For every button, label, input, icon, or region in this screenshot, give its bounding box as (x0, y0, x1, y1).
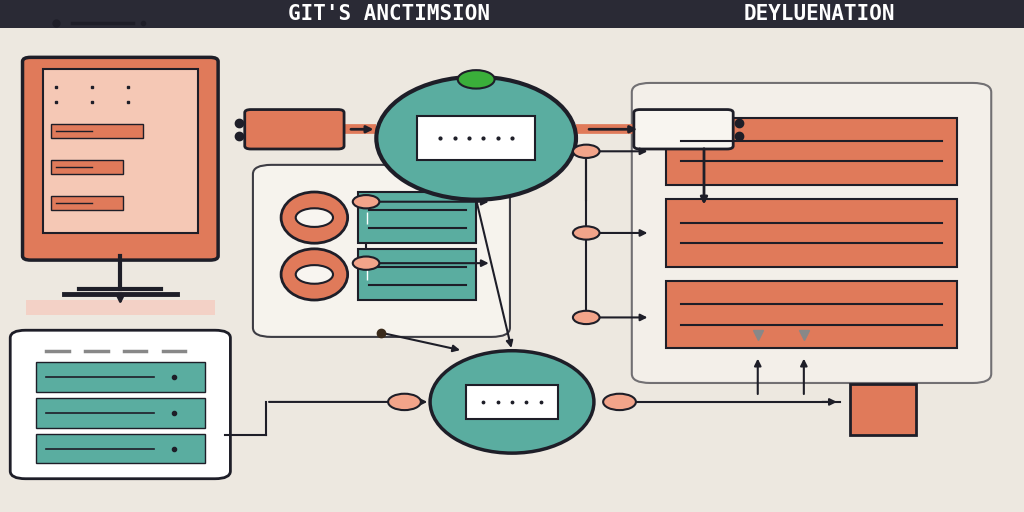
FancyBboxPatch shape (466, 385, 558, 419)
FancyBboxPatch shape (51, 124, 143, 138)
FancyBboxPatch shape (0, 0, 1024, 28)
FancyBboxPatch shape (358, 192, 476, 243)
Circle shape (458, 70, 495, 89)
FancyBboxPatch shape (36, 362, 205, 392)
FancyBboxPatch shape (245, 110, 344, 149)
Ellipse shape (430, 351, 594, 453)
Circle shape (572, 311, 600, 324)
FancyBboxPatch shape (850, 384, 916, 435)
Circle shape (352, 257, 380, 270)
FancyBboxPatch shape (634, 110, 733, 149)
FancyBboxPatch shape (26, 300, 215, 315)
Ellipse shape (281, 192, 348, 243)
Circle shape (296, 265, 333, 284)
Circle shape (603, 394, 636, 410)
FancyBboxPatch shape (36, 434, 205, 463)
FancyBboxPatch shape (358, 249, 476, 300)
FancyBboxPatch shape (666, 281, 957, 348)
FancyBboxPatch shape (51, 160, 123, 174)
Ellipse shape (281, 249, 348, 300)
FancyBboxPatch shape (632, 83, 991, 383)
FancyBboxPatch shape (418, 117, 536, 160)
Text: DEYLUENATION: DEYLUENATION (743, 4, 895, 25)
FancyBboxPatch shape (10, 330, 230, 479)
Circle shape (572, 226, 600, 240)
FancyBboxPatch shape (43, 69, 198, 233)
FancyBboxPatch shape (253, 165, 510, 337)
FancyBboxPatch shape (23, 57, 218, 260)
Circle shape (388, 394, 421, 410)
Circle shape (352, 195, 380, 208)
Ellipse shape (377, 77, 575, 200)
Circle shape (296, 208, 333, 227)
FancyBboxPatch shape (36, 398, 205, 428)
Text: GIT'S ANCTIMSION: GIT'S ANCTIMSION (288, 4, 490, 25)
FancyBboxPatch shape (666, 199, 957, 267)
Circle shape (572, 144, 600, 158)
FancyBboxPatch shape (51, 196, 123, 210)
FancyBboxPatch shape (666, 117, 957, 185)
